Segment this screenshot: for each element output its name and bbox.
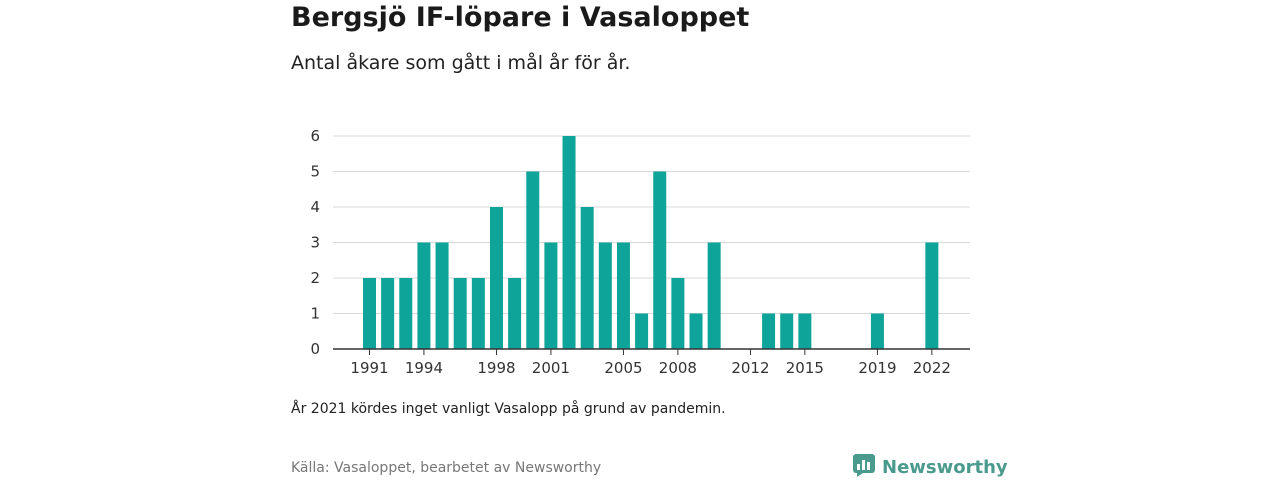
bar-2005: [616, 242, 630, 349]
x-tick-label: 2012: [731, 359, 769, 377]
brand-name: Newsworthy: [882, 456, 1008, 478]
bar-2022: [925, 242, 939, 349]
chart-subtitle: Antal åkare som gått i mål år för år.: [291, 52, 631, 74]
bar-2013: [762, 313, 776, 349]
bar-1996: [453, 278, 467, 349]
brand-logo[interactable]: Newsworthy: [852, 453, 1008, 481]
y-tick-label: 4: [310, 198, 320, 216]
bar-2014: [780, 313, 794, 349]
y-tick-label: 5: [310, 163, 320, 181]
bar-2009: [689, 313, 703, 349]
x-tick-label: 2008: [659, 359, 697, 377]
y-tick-label: 2: [310, 269, 320, 287]
y-tick-label: 0: [310, 340, 320, 358]
source-text: Källa: Vasaloppet, bearbetet av Newswort…: [291, 460, 602, 476]
x-tick-label: 2019: [858, 359, 896, 377]
bar-2008: [671, 278, 685, 349]
x-tick-label: 1998: [477, 359, 515, 377]
x-tick-label: 1991: [350, 359, 388, 377]
bar-2015: [798, 313, 812, 349]
x-tick-label: 2005: [604, 359, 642, 377]
bar-1995: [435, 242, 449, 349]
y-tick-label: 3: [310, 234, 320, 252]
x-tick-label: 2001: [532, 359, 570, 377]
bar-2006: [635, 313, 649, 349]
bar-1999: [508, 278, 522, 349]
bar-1993: [399, 278, 413, 349]
bar-2001: [544, 242, 558, 349]
bar-2000: [526, 171, 540, 349]
bar-1998: [489, 207, 503, 349]
y-tick-label: 1: [310, 305, 320, 323]
bar-1991: [363, 278, 376, 349]
bar-2019: [870, 313, 884, 349]
bar-1992: [381, 278, 395, 349]
bar-2002: [562, 136, 576, 349]
x-tick-label: 2015: [786, 359, 824, 377]
chart-title: Bergsjö IF-löpare i Vasaloppet: [291, 2, 750, 33]
bar-1994: [417, 242, 431, 349]
bar-2007: [653, 171, 667, 349]
x-tick-label: 2022: [913, 359, 951, 377]
bar-1997: [471, 278, 485, 349]
y-tick-label: 6: [310, 127, 320, 145]
bar-2004: [598, 242, 612, 349]
bar-2010: [707, 242, 721, 349]
chart-note: År 2021 kördes inget vanligt Vasalopp på…: [291, 401, 726, 417]
bar-2003: [580, 207, 594, 349]
chart-logo-icon: [852, 453, 876, 481]
x-tick-label: 1994: [405, 359, 443, 377]
